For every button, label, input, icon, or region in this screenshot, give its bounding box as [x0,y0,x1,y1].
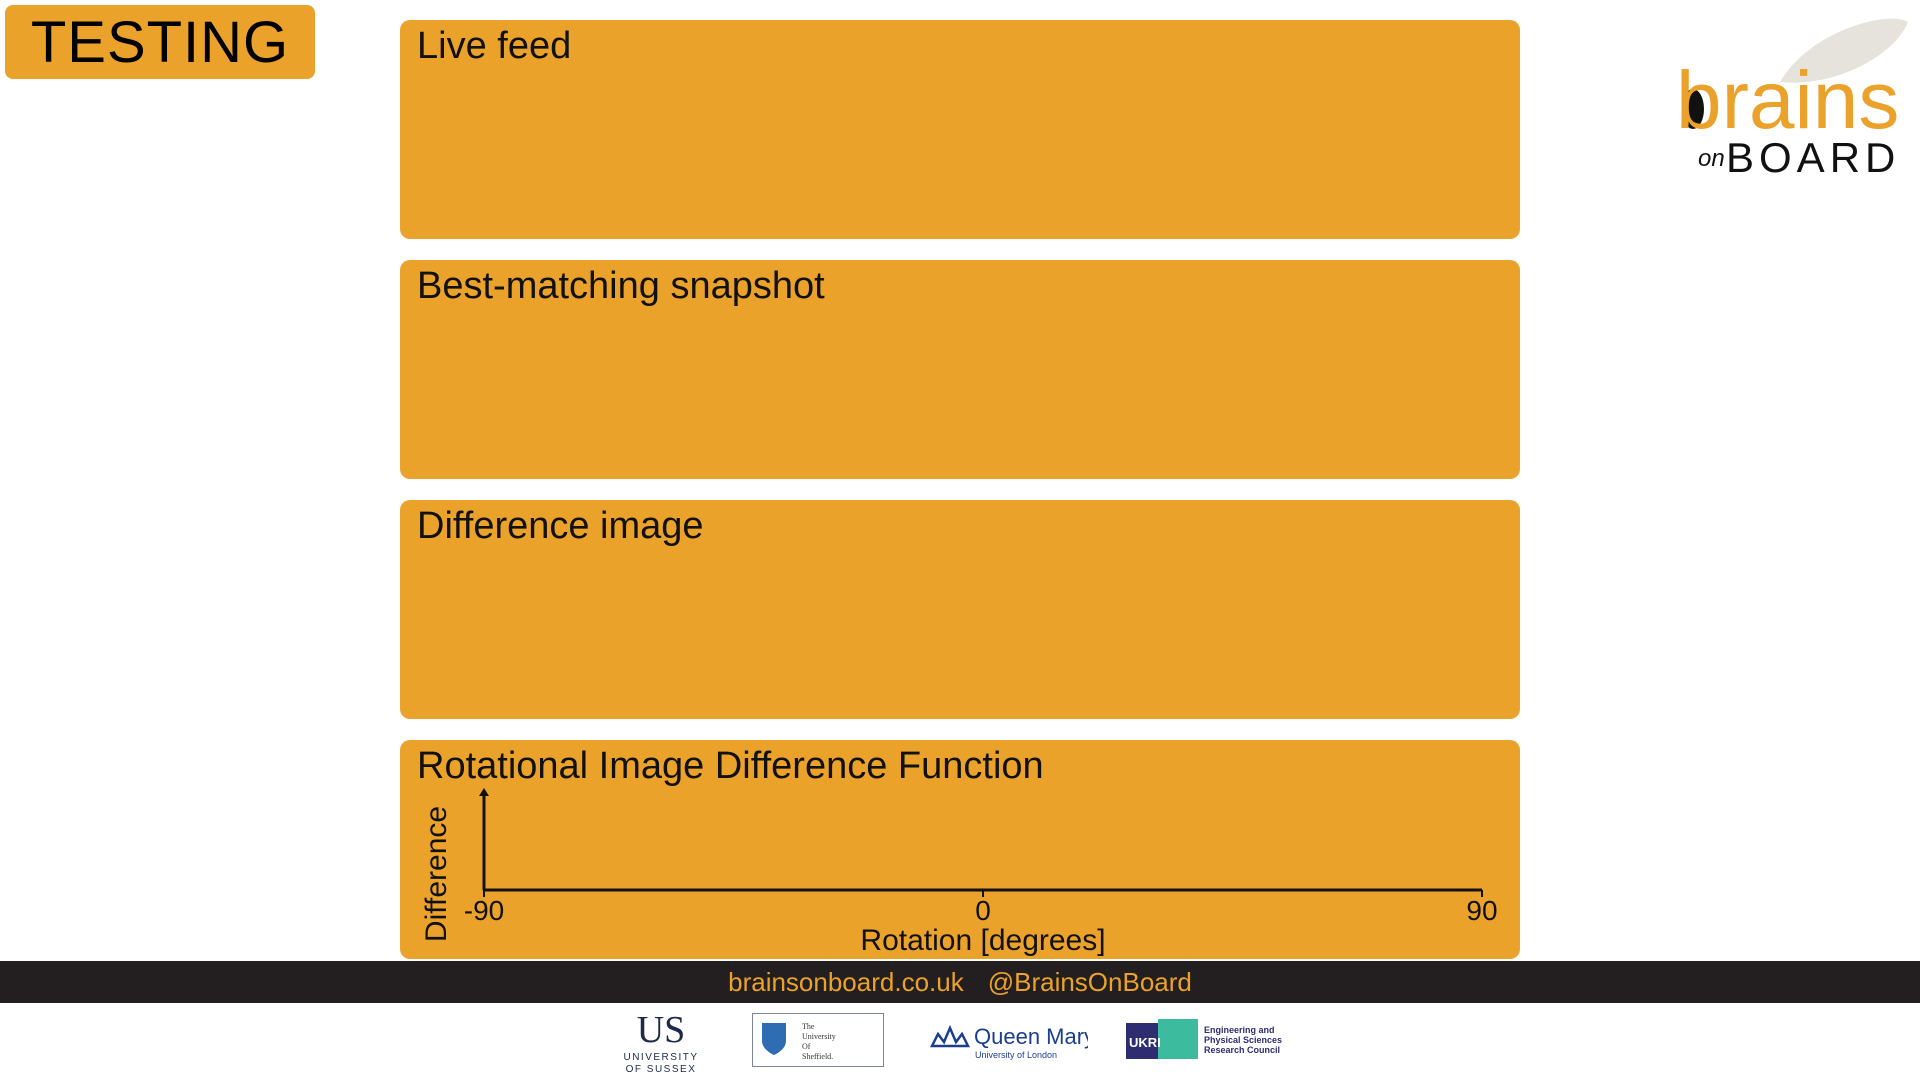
queen-mary-crown-icon [929,1024,971,1048]
epsrc-line2-text: Physical Sciences [1204,1035,1282,1045]
y-axis-label: Difference [420,806,453,942]
brains-on-board-logo: brains on BOARD [1676,18,1908,180]
x-tick-label: 0 [975,895,991,926]
footer-twitter-link[interactable]: @BrainsOnBoard [987,966,1192,997]
footer-bar: brainsonboard.co.uk @BrainsOnBoard [0,961,1920,1003]
y-axis-arrow-icon [479,788,489,796]
ridf-title: Rotational Image Difference Function [417,745,1044,787]
ukri-mark-text: UKRI [1129,1035,1161,1050]
testing-badge-label: TESTING [30,9,290,75]
partner-logos: US UNIVERSITY OF SUSSEX The University O… [0,1003,1920,1080]
live-feed-panel: Live feed [400,20,1520,239]
sheffield-line2-text: University [802,1032,836,1041]
epsrc-line3-text: Research Council [1204,1045,1280,1055]
logo-board-text: BOARD [1726,134,1900,180]
logo-on-text: on [1698,145,1725,172]
sussex-line2-text: OF SUSSEX [626,1064,697,1075]
wing-shape [1780,18,1908,83]
sheffield-logo: The University Of Sheffield. [752,1013,884,1067]
ukri-epsrc-logo: UKRI Engineering and Physical Sciences R… [1126,1019,1282,1059]
epsrc-line1-text: Engineering and [1204,1025,1275,1035]
queen-mary-sub-text: University of London [975,1050,1057,1060]
ridf-panel: Rotational Image Difference Function -90… [400,740,1520,959]
x-axis-label: Rotation [degrees] [860,924,1105,957]
sheffield-line1-text: The [802,1022,815,1031]
live-feed-title: Live feed [417,25,572,67]
sussex-logo: US UNIVERSITY OF SUSSEX [623,1009,698,1075]
best-matching-snapshot-title: Best-matching snapshot [417,265,825,307]
sheffield-line4-text: Sheffield. [802,1052,833,1061]
ukri-block [1126,1023,1158,1059]
epsrc-block [1158,1019,1198,1059]
sheffield-line3-text: Of [802,1042,811,1051]
difference-image-panel: Difference image [400,500,1520,719]
sussex-mark-text: US [637,1009,686,1051]
sheffield-shield-icon [762,1023,786,1055]
queen-mary-logo: Queen Mary University of London [929,1024,1088,1060]
best-matching-snapshot-panel: Best-matching snapshot [400,260,1520,479]
testing-badge: TESTING [5,5,315,79]
logo-brains-text: brains [1676,55,1899,146]
logo-eye-shape [1682,89,1704,129]
difference-image-title: Difference image [417,505,704,547]
sussex-line1-text: UNIVERSITY [623,1052,698,1063]
x-tick-label: -90 [464,895,504,926]
ridf-chart: -90 0 90 Rotation [degrees] Difference [420,788,1498,957]
footer-website-link[interactable]: brainsonboard.co.uk [728,966,964,997]
x-tick-label: 90 [1466,895,1497,926]
queen-mary-name-text: Queen Mary [974,1024,1088,1049]
